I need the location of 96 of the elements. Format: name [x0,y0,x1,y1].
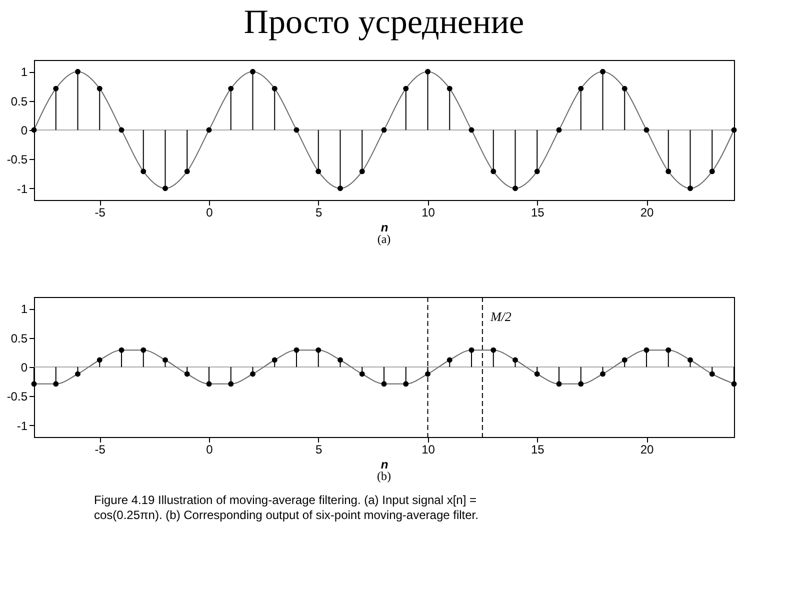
point [688,357,693,363]
text: cos(0.25πn). (b) Corresponding output of six-point moving-average filter. [94,508,478,522]
x-tick-label: 5 [316,442,323,456]
point [316,347,322,353]
point [31,127,37,133]
x-tick-label: 15 [530,206,545,220]
point [272,357,278,363]
point [75,68,80,74]
x-tick-label: 20 [640,206,654,220]
point [316,168,322,174]
point [403,86,409,92]
x-tick-label: -5 [94,206,106,220]
y-tick-label: 0.5 [10,94,28,108]
point [53,86,59,92]
point [75,371,80,377]
point [250,68,256,74]
x-axis-title: n [380,220,388,234]
y-tick-label: 0.5 [10,331,28,346]
x-tick-label: -5 [94,442,106,456]
point [31,381,37,387]
point [359,168,365,174]
point [534,371,540,377]
point [578,381,584,387]
point [184,168,190,174]
point [403,381,409,387]
point [731,381,737,387]
point [425,371,430,377]
point [622,357,628,363]
point [294,347,300,353]
point [140,347,146,353]
point [644,127,650,133]
point [338,186,343,192]
point [250,371,256,377]
point [556,127,562,133]
point [228,381,234,387]
x-tick-label: 15 [530,442,545,456]
point [381,127,387,133]
point [731,127,737,133]
point [446,86,452,92]
point [140,168,146,174]
point [600,68,606,74]
point [359,371,365,377]
point [688,186,693,192]
y-tick-label: -1 [16,418,28,433]
chart-title: Просто усреднение [244,4,524,41]
x-tick-label: 20 [640,442,654,456]
x-tick-label: 10 [422,442,436,456]
point [666,347,672,353]
point [96,357,102,363]
point [556,381,562,387]
point [622,86,628,92]
y-tick-label: -1 [16,182,28,196]
point [294,127,300,133]
point [512,357,518,363]
point [468,127,474,133]
point [446,357,452,363]
point [512,186,518,192]
point [381,381,387,387]
y-tick-label: -0.5 [6,390,28,404]
point [228,86,234,92]
point [468,347,474,353]
point [425,68,430,74]
x-axis-title: n [380,458,388,472]
point [118,347,124,353]
point [206,381,212,387]
x-tick-label: 0 [206,442,214,456]
point [709,371,715,377]
point [184,371,190,377]
x-tick-label: 0 [206,206,214,220]
point [162,186,168,192]
y-tick-label: 1 [20,302,28,316]
text: (b) [377,469,391,483]
ref-line-label: M/2 [489,309,512,324]
point [709,168,715,174]
y-tick-label: 0 [20,124,28,138]
x-tick-label: 5 [316,206,323,220]
point [578,86,584,92]
point [162,357,168,363]
y-tick-label: 1 [20,65,28,80]
point [666,168,672,174]
point [490,168,496,174]
point [600,371,606,377]
point [338,357,343,363]
text: (a) [377,232,391,246]
y-tick-label: 0 [20,360,28,374]
point [53,381,59,387]
point [490,347,496,353]
x-tick-label: 10 [422,206,436,220]
point [534,168,540,174]
point [206,127,212,133]
point [272,86,278,92]
point [644,347,650,353]
y-tick-label: -0.5 [6,152,28,167]
caption: Figure 4.19 Illustration of moving-average filtering. (a) Input signal x[n] = [94,493,477,507]
point [96,86,102,92]
point [118,127,124,133]
